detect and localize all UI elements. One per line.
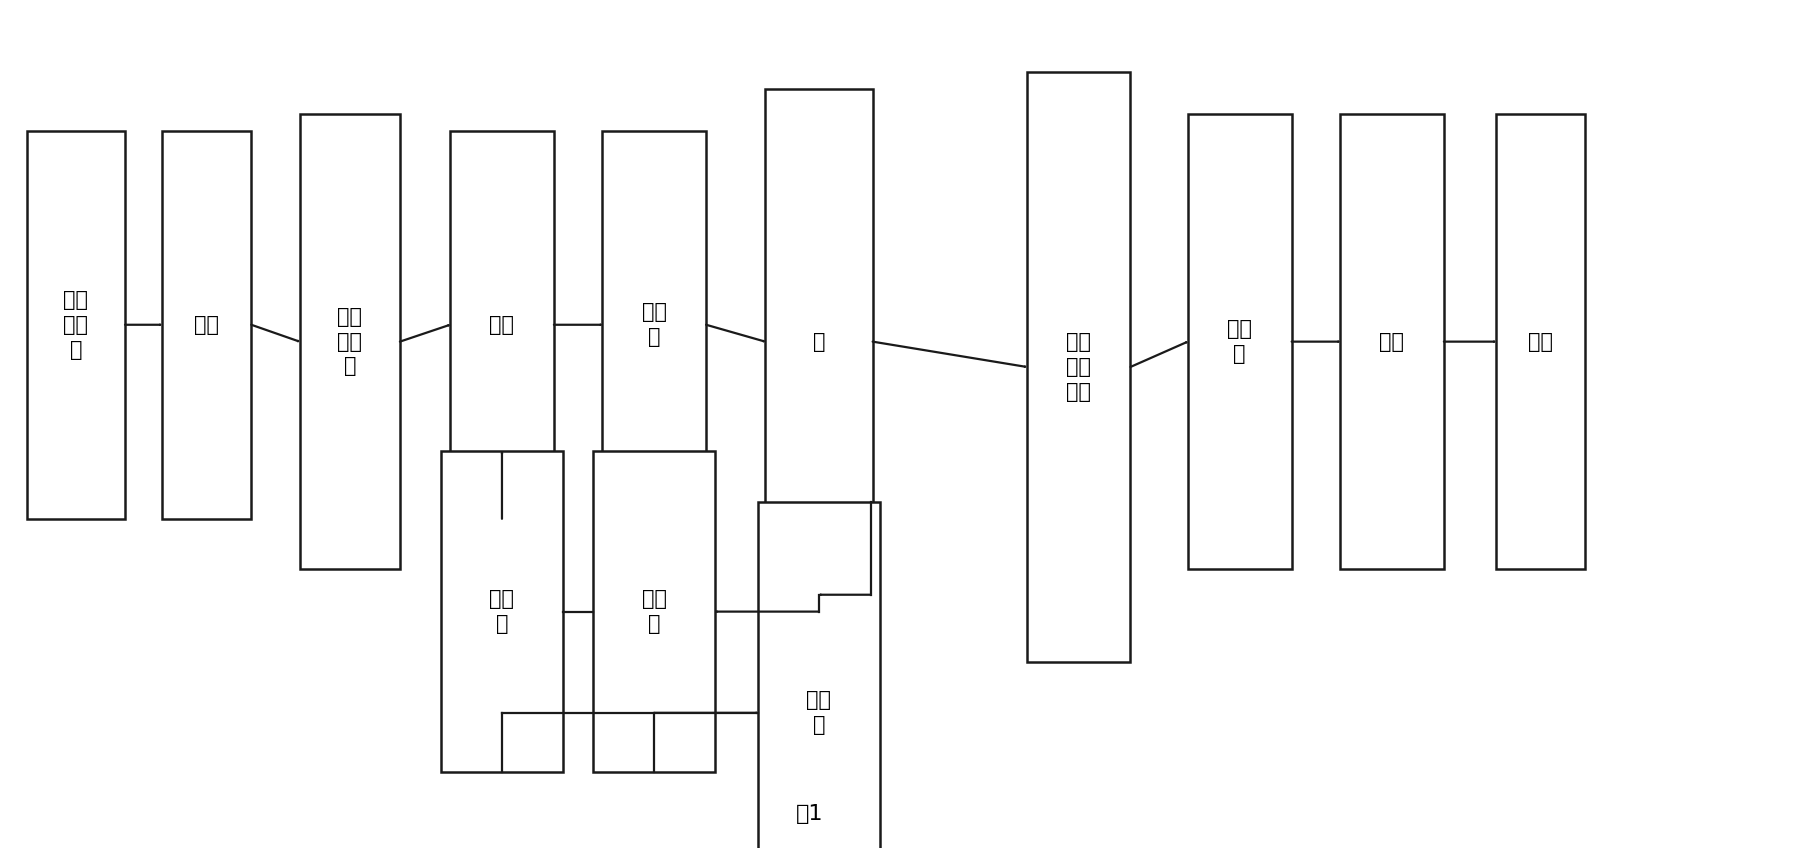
Text: 排固: 排固 [489,314,514,335]
Text: 再沸
器: 再沸 器 [806,690,831,735]
Text: 塔: 塔 [813,331,825,352]
Text: 废液
罐: 废液 罐 [489,590,514,634]
Text: 三乙
基铝
接收: 三乙 基铝 接收 [1066,332,1090,402]
Text: 循环
泵: 循环 泵 [642,590,667,634]
Bar [757,502,879,852]
Text: 输送
泵: 输送 泵 [1226,320,1251,364]
Bar [1494,114,1584,569]
Text: 计量
泵: 计量 泵 [642,302,667,347]
Text: 闪蒸: 闪蒸 [194,314,219,335]
Text: 图1: 图1 [797,804,823,824]
Bar [162,130,252,519]
Bar [593,452,714,772]
Text: 转型: 转型 [1379,331,1404,352]
Text: 粗三
乙基
铝: 粗三 乙基 铝 [336,307,361,377]
Bar [764,89,872,595]
Bar [602,130,707,519]
Bar [1027,72,1129,662]
Bar [27,130,126,519]
Text: 产品: 产品 [1527,331,1552,352]
Bar [1340,114,1444,569]
Bar [450,130,554,519]
Text: 氢化
乙基
化: 氢化 乙基 化 [63,290,88,360]
Bar [1187,114,1291,569]
Bar [300,114,399,569]
Bar [441,452,563,772]
